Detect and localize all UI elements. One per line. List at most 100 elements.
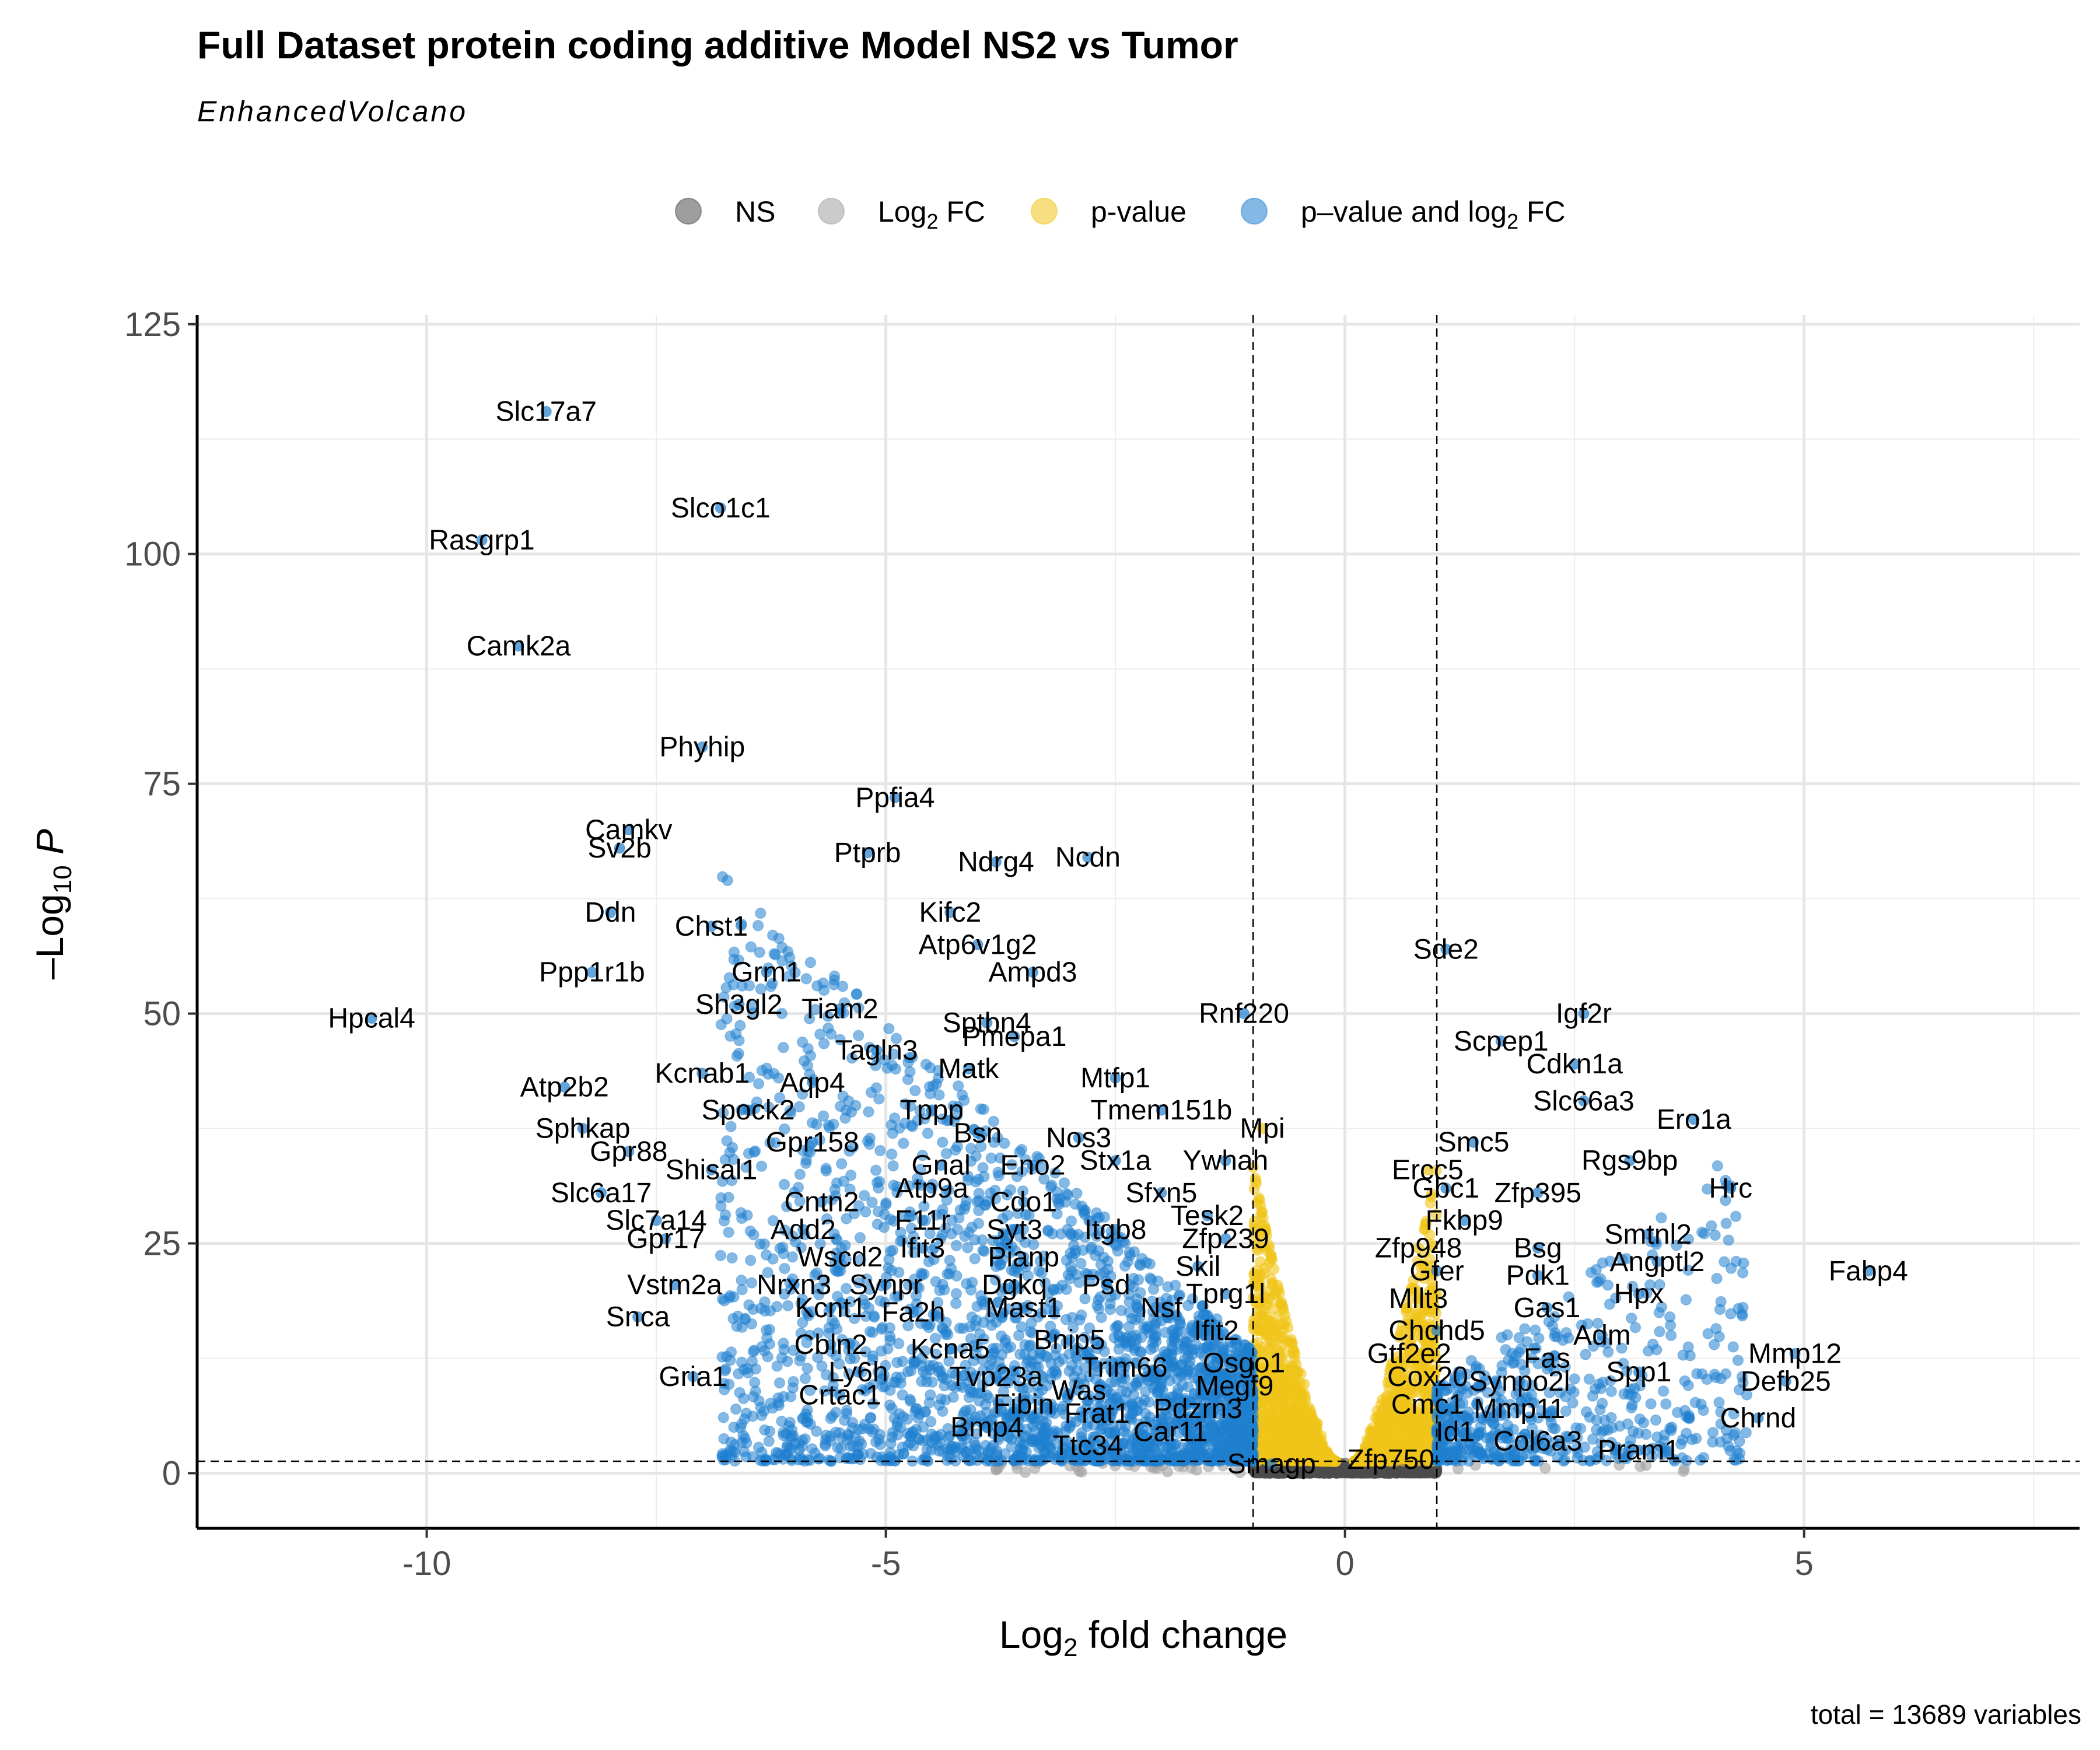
data-point [1702,1328,1714,1340]
data-point [715,1250,727,1262]
data-point [746,1277,758,1289]
data-point [1256,1206,1268,1218]
data-point [1665,1329,1677,1342]
data-point [1290,1396,1302,1409]
data-point [1695,1454,1706,1466]
data-point [771,1360,783,1372]
data-point [715,1192,727,1204]
chart-subtitle: EnhancedVolcano [197,95,468,128]
legend-label: p-value [1091,195,1186,228]
data-point [863,1106,874,1118]
data-point [1248,1183,1260,1195]
data-point [752,920,764,932]
data-point [782,1300,794,1312]
data-point [1278,1319,1290,1331]
data-point [1291,1384,1303,1396]
legend-label: NS [735,195,775,228]
data-point [1272,1279,1283,1291]
chart-title: Full Dataset protein coding additive Mod… [197,23,1238,66]
data-point [1400,1423,1412,1434]
data-point [778,1343,790,1356]
data-point [870,1164,882,1176]
data-point [887,1160,899,1172]
data-point [1723,1234,1734,1246]
data-point [892,1338,905,1350]
data-point [800,973,813,985]
data-point [755,1303,767,1314]
data-point [1569,1373,1580,1385]
data-point [1076,1309,1087,1321]
data-point [1654,1326,1665,1338]
data-point [874,1144,886,1157]
legend-key-p [1031,198,1058,225]
data-point [1382,1426,1395,1437]
data-point [734,1020,746,1031]
data-point [1680,1294,1692,1306]
legend-key-fc [818,198,845,225]
data-point [1279,1438,1290,1450]
data-point [1272,1398,1284,1409]
data-point [1660,1398,1672,1410]
data-point [1679,1375,1690,1387]
data-point [806,1443,818,1455]
data-point [873,1175,886,1188]
data-point [866,1196,878,1208]
legend: NS Log2 FC p-value p–value and log2 FC [675,195,1566,233]
legend-label: p–value and log2 FC [1301,195,1566,233]
data-point [806,1117,818,1129]
data-point [804,957,817,968]
data-point [1128,1389,1140,1401]
data-point [1075,1258,1087,1269]
legend-label: Log2 FC [878,195,985,233]
data-point [950,1297,962,1310]
data-point [743,1299,755,1311]
data-point [728,946,740,958]
data-point [1264,1256,1275,1269]
data-point [1410,1430,1422,1443]
data-point [718,1412,729,1423]
data-point [1709,1229,1721,1241]
data-point [1585,1266,1597,1279]
data-point [1737,1267,1749,1279]
data-point [1711,1272,1723,1284]
data-point [1727,1341,1739,1353]
data-point [1289,1353,1301,1366]
data-point [778,1041,789,1054]
data-point [1261,1328,1273,1340]
data-point [1293,1432,1306,1444]
data-point [1718,1256,1730,1268]
data-point [764,1324,776,1336]
data-point [1073,1465,1085,1477]
data-point [1274,1297,1286,1310]
data-point [1597,1257,1609,1269]
data-point [1019,1466,1031,1478]
data-point [1254,1194,1265,1206]
legend-key-ns [675,198,702,225]
data-point [718,1433,730,1445]
data-point [1128,1246,1140,1258]
data-point [1065,1215,1077,1227]
data-point [1284,1420,1296,1432]
data-point [722,874,733,887]
grid [197,315,2080,1528]
data-points [366,405,1874,1479]
data-point [874,1438,886,1451]
data-point [1707,1427,1719,1438]
data-point [1305,1420,1317,1432]
data-point [969,1253,981,1265]
data-point [1583,1373,1595,1385]
data-point [1060,1314,1072,1325]
data-point [1314,1444,1326,1455]
data-point [1264,1315,1276,1327]
data-point [1368,1432,1380,1444]
data-point [886,1148,898,1160]
legend-key-fc-p [1241,198,1268,225]
data-point [1645,1398,1657,1410]
data-point [1708,1339,1720,1350]
data-point [1266,1417,1278,1429]
data-point [909,1084,921,1097]
data-point [740,1408,752,1419]
data-point [1279,1310,1291,1321]
